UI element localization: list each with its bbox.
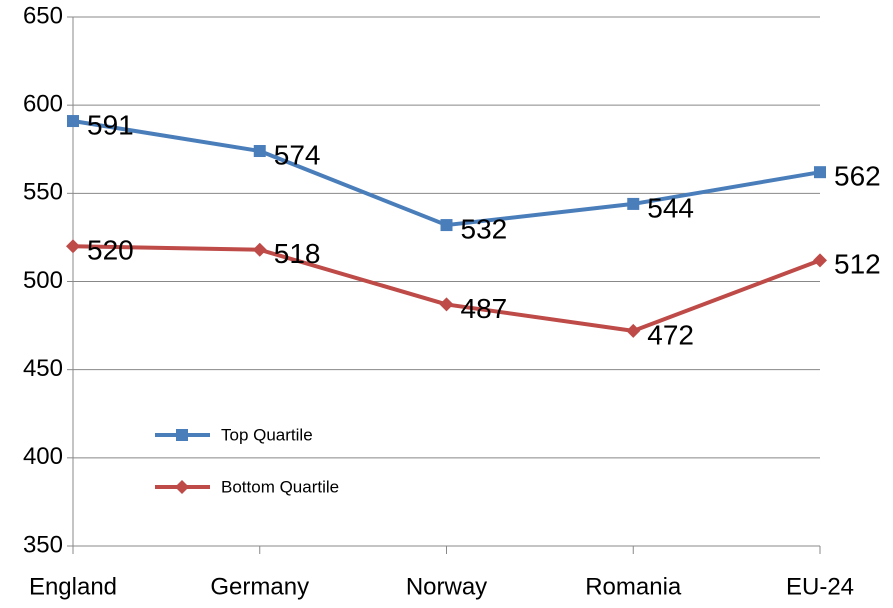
data-label: 562 xyxy=(834,161,881,192)
data-point xyxy=(67,115,79,128)
data-point xyxy=(439,297,454,312)
y-tick-label: 650 xyxy=(23,2,63,29)
data-label: 472 xyxy=(647,319,694,350)
x-tick-label: Romania xyxy=(585,573,682,600)
data-label: 512 xyxy=(834,249,881,280)
legend-label: Bottom Quartile xyxy=(221,477,339,496)
data-point xyxy=(814,166,826,179)
data-label: 544 xyxy=(647,192,694,223)
y-tick-label: 550 xyxy=(23,179,63,206)
data-label: 487 xyxy=(461,293,508,324)
y-tick-label: 500 xyxy=(23,267,63,294)
y-tick-label: 350 xyxy=(23,531,63,558)
series-line xyxy=(72,244,821,333)
x-tick-label: England xyxy=(29,573,117,600)
x-tick-label: Germany xyxy=(210,573,309,600)
data-label: 532 xyxy=(461,213,508,244)
legend-marker xyxy=(175,480,189,494)
data-label: 574 xyxy=(274,139,321,170)
data-point xyxy=(252,242,267,257)
data-label: 591 xyxy=(87,109,134,140)
data-label: 518 xyxy=(274,238,321,269)
x-tick-label: Norway xyxy=(406,573,487,600)
data-point xyxy=(253,145,266,158)
data-point xyxy=(440,219,453,232)
legend-marker xyxy=(176,429,188,441)
data-point xyxy=(66,239,80,254)
data-point xyxy=(626,323,641,338)
y-tick-label: 600 xyxy=(23,91,63,118)
x-tick-label: EU-24 xyxy=(786,573,854,600)
data-point xyxy=(813,253,827,268)
legend-label: Top Quartile xyxy=(221,425,313,444)
data-point xyxy=(627,197,640,210)
y-tick-label: 400 xyxy=(23,443,63,470)
data-label: 520 xyxy=(87,235,134,266)
series-line xyxy=(72,119,821,228)
y-tick-label: 450 xyxy=(23,355,63,382)
